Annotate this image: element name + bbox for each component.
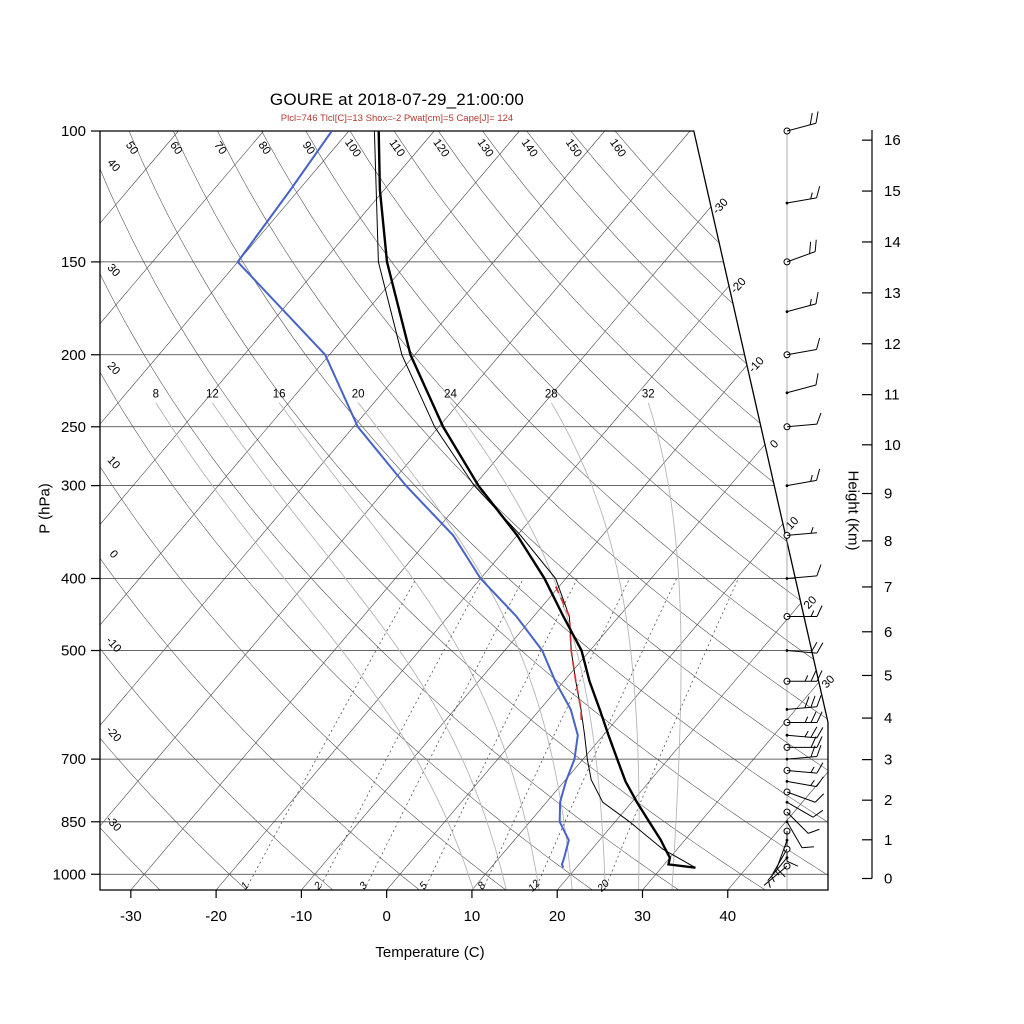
svg-text:1000: 1000 (53, 866, 86, 883)
svg-text:24: 24 (444, 389, 457, 401)
sounding-curves (236, 131, 696, 869)
dewpoint-curve (236, 131, 579, 869)
temperature-curve (377, 131, 696, 869)
svg-text:850: 850 (61, 814, 86, 831)
svg-text:6: 6 (884, 624, 892, 641)
pressure-axis: 100 150 200 250 300 400 500 700 850 1000 (53, 123, 100, 883)
svg-text:20: 20 (352, 389, 365, 401)
wind-barbs (763, 111, 825, 890)
svg-text:0: 0 (884, 871, 892, 888)
svg-text:8: 8 (884, 533, 892, 550)
svg-text:32: 32 (642, 389, 655, 401)
svg-text:30: 30 (634, 908, 651, 925)
chart-subtitle: Plcl=746 Tlcl[C]=13 Shox=-2 Pwat[cm]=5 C… (280, 113, 514, 124)
svg-text:4: 4 (884, 710, 892, 727)
svg-text:12: 12 (206, 389, 219, 401)
temperature-axis-label: Temperature (C) (375, 944, 485, 961)
svg-text:8: 8 (153, 389, 159, 401)
svg-text:1: 1 (884, 832, 892, 849)
cape-parcel-segment (554, 586, 583, 720)
pressure-axis-label: P (hPa) (36, 483, 54, 534)
svg-text:700: 700 (61, 751, 86, 768)
svg-text:16: 16 (884, 132, 901, 149)
svg-text:15: 15 (884, 183, 901, 200)
svg-text:200: 200 (61, 347, 86, 364)
svg-text:-10: -10 (291, 908, 313, 925)
svg-text:13: 13 (884, 285, 901, 302)
svg-text:500: 500 (61, 643, 86, 660)
svg-text:11: 11 (884, 387, 900, 404)
height-axis-label: Height (Km) (844, 470, 862, 551)
svg-text:3: 3 (884, 752, 892, 769)
svg-text:-20: -20 (205, 908, 227, 925)
chart-title: GOURE at 2018-07-29_21:00:00 (269, 90, 525, 109)
svg-text:0: 0 (382, 908, 390, 925)
svg-text:14: 14 (884, 234, 901, 251)
svg-text:9: 9 (884, 486, 892, 503)
svg-text:2: 2 (884, 792, 892, 809)
svg-text:16: 16 (273, 389, 286, 401)
plot-outline (99, 130, 829, 891)
svg-text:10: 10 (884, 437, 901, 454)
svg-text:150: 150 (61, 254, 86, 271)
svg-text:250: 250 (61, 419, 86, 436)
moist-adiabats (155, 402, 682, 890)
svg-text:400: 400 (61, 570, 86, 587)
svg-text:7: 7 (884, 579, 892, 596)
svg-text:40: 40 (719, 908, 736, 925)
svg-text:28: 28 (545, 389, 558, 401)
mixing-ratio-lines (245, 578, 739, 890)
svg-text:20: 20 (549, 908, 566, 925)
svg-text:12: 12 (884, 336, 901, 353)
moist-adiabat-labels: 8 12 16 20 24 28 32 (153, 389, 655, 401)
svg-text:-30: -30 (120, 908, 142, 925)
svg-text:10: 10 (464, 908, 481, 925)
svg-text:100: 100 (61, 123, 86, 140)
temperature-axis: -30 -20 -10 0 10 20 30 40 (120, 890, 736, 925)
svg-text:5: 5 (884, 667, 892, 684)
pressure-lines (100, 131, 828, 875)
svg-text:300: 300 (61, 478, 86, 495)
